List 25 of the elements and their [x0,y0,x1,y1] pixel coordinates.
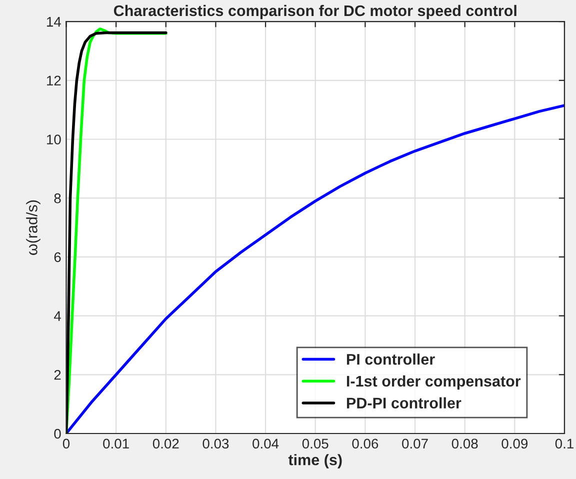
x-axis-title: time (s) [288,454,342,468]
y-tick-label: 12 [46,76,61,86]
y-tick-label: 6 [54,252,61,262]
x-tick-label: 0.07 [402,438,428,449]
x-tick-label: 0.08 [452,438,478,449]
y-tick-label: 0 [54,428,61,439]
legend-label: PI controller [346,354,435,365]
legend-label: I-1st order compensator [346,375,521,390]
y-tick-label: 2 [54,370,61,380]
x-tick-label: 0.1 [555,438,574,449]
y-axis-title: ω(rad/s) [26,200,40,255]
y-tick-label: 14 [46,17,61,27]
y-tick-label: 10 [46,134,61,144]
x-tick-label: 0.02 [152,438,179,449]
x-tick-label: 0 [62,438,70,449]
x-tick-label: 0.03 [202,438,229,449]
y-tick-label: 4 [54,311,61,321]
x-tick-label: 0.01 [103,438,129,449]
chart-title: Characteristics comparison for DC motor speed control [114,4,516,20]
x-tick-label: 0.09 [502,438,528,449]
x-tick-label: 0.05 [302,438,328,449]
legend-label: PD-PI controller [346,397,462,408]
y-tick-label: 8 [54,193,61,204]
x-tick-label: 0.06 [352,438,378,449]
x-tick-label: 0.04 [252,438,279,449]
